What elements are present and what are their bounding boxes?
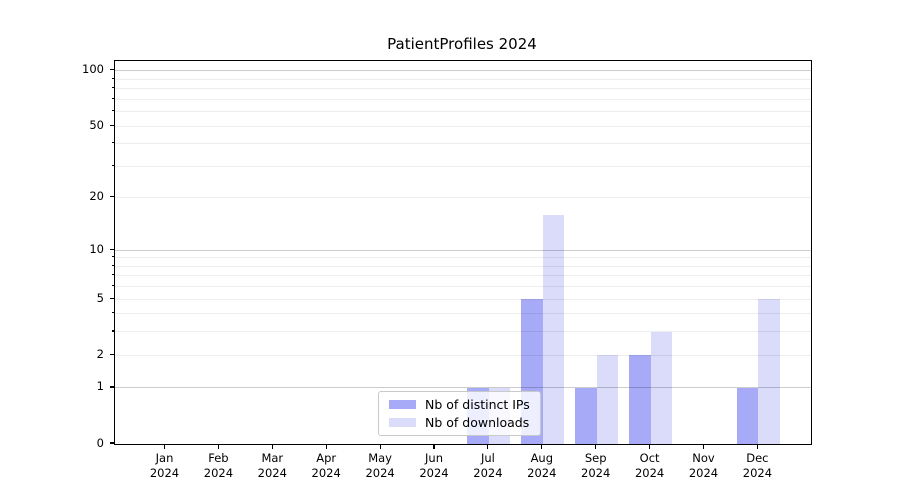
y-tick-mark-minor-40	[111, 142, 114, 144]
x-tick-label-sep: Sep 2024	[581, 451, 611, 480]
x-tick-label-feb: Feb 2024	[203, 451, 234, 480]
x-axis: Jan 2024 Feb 2024 Mar 2024 Apr 2024 May 2024…	[114, 443, 810, 500]
y-tick-label-0: 0	[96, 435, 104, 450]
y-tick-mark-0	[110, 442, 114, 444]
y-tick-mark-minor-7	[111, 274, 114, 276]
x-tick-mark-oct	[649, 444, 651, 449]
x-tick-label-mar: Mar 2024	[257, 451, 287, 480]
y-tick-mark-minor-60	[111, 110, 114, 112]
legend-swatch-distinct-ips	[389, 400, 416, 409]
y-tick-label-1: 1	[96, 379, 104, 394]
y-tick-mark-10	[110, 248, 114, 250]
y-tick-label-20: 20	[89, 189, 104, 204]
plot-area: Nb of distinct IPs Nb of downloads	[114, 60, 812, 445]
x-tick-label-jan: Jan 2024	[149, 451, 180, 480]
x-tick-label-aug: Aug 2024	[527, 451, 557, 480]
y-tick-mark-minor-70	[111, 97, 114, 99]
bar-downloads-dec	[758, 299, 780, 444]
x-tick-label-nov: Nov 2024	[688, 451, 719, 480]
legend-label-distinct-ips: Nb of distinct IPs	[425, 397, 530, 412]
bar-distinct-ips-sep	[575, 387, 597, 444]
y-axis-tick-labels: 0 1 2 5 10 20 50 100	[0, 60, 104, 449]
legend-swatch-downloads	[389, 418, 416, 427]
y-tick-label-10: 10	[89, 241, 104, 256]
x-tick-mark-nov	[702, 444, 705, 449]
x-tick-label-may: May 2024	[365, 451, 395, 480]
y-axis-tick-marks	[0, 60, 114, 444]
x-tick-label-jul: Jul 2024	[473, 451, 503, 480]
x-tick-mark-mar	[271, 444, 273, 449]
x-tick-mark-dec	[756, 444, 758, 449]
y-tick-mark-minor-6	[111, 285, 114, 287]
legend-label-downloads: Nb of downloads	[425, 415, 530, 430]
x-tick-mark-apr	[325, 444, 327, 449]
x-tick-mark-sep	[595, 444, 597, 449]
bar-downloads-oct	[650, 331, 673, 444]
y-tick-mark-minor-80	[111, 87, 114, 89]
x-tick-label-oct: Oct 2024	[634, 451, 665, 480]
x-tick-mark-jan	[163, 444, 166, 449]
y-tick-mark-minor-3	[111, 330, 114, 332]
x-tick-label-jun: Jun 2024	[419, 451, 449, 480]
bars-layer	[115, 61, 811, 444]
x-tick-mark-jun	[433, 444, 435, 449]
y-tick-mark-minor-90	[111, 77, 114, 79]
x-tick-mark-jul	[487, 444, 489, 449]
y-tick-mark-50	[110, 124, 114, 126]
y-tick-mark-20	[110, 196, 114, 198]
x-tick-label-dec: Dec 2024	[742, 451, 773, 480]
legend-item-distinct-ips: Nb of distinct IPs	[389, 397, 530, 412]
y-tick-label-50: 50	[89, 117, 104, 132]
bar-downloads-sep	[596, 355, 619, 444]
bar-distinct-ips-dec	[736, 387, 759, 444]
y-tick-label-2: 2	[96, 346, 104, 361]
y-tick-mark-100	[110, 69, 114, 71]
x-tick-mark-feb	[217, 444, 219, 449]
y-tick-mark-1	[110, 386, 114, 388]
chart-title: PatientProfiles 2024	[387, 35, 537, 53]
y-tick-label-100: 100	[82, 62, 104, 77]
bar-downloads-aug	[542, 214, 565, 444]
x-tick-mark-may	[379, 444, 381, 449]
x-tick-mark-aug	[541, 444, 543, 449]
y-tick-mark-2	[110, 353, 114, 355]
y-tick-mark-minor-30	[111, 164, 114, 166]
y-tick-mark-minor-9	[111, 256, 114, 258]
y-tick-label-5: 5	[96, 290, 104, 305]
y-tick-mark-5	[110, 297, 114, 299]
bar-distinct-ips-oct	[629, 355, 651, 444]
y-tick-mark-minor-8	[111, 264, 114, 266]
legend: Nb of distinct IPs Nb of downloads	[378, 391, 541, 436]
x-tick-label-apr: Apr 2024	[311, 451, 341, 480]
legend-item-downloads: Nb of downloads	[389, 415, 530, 430]
y-tick-mark-minor-4	[111, 312, 114, 314]
